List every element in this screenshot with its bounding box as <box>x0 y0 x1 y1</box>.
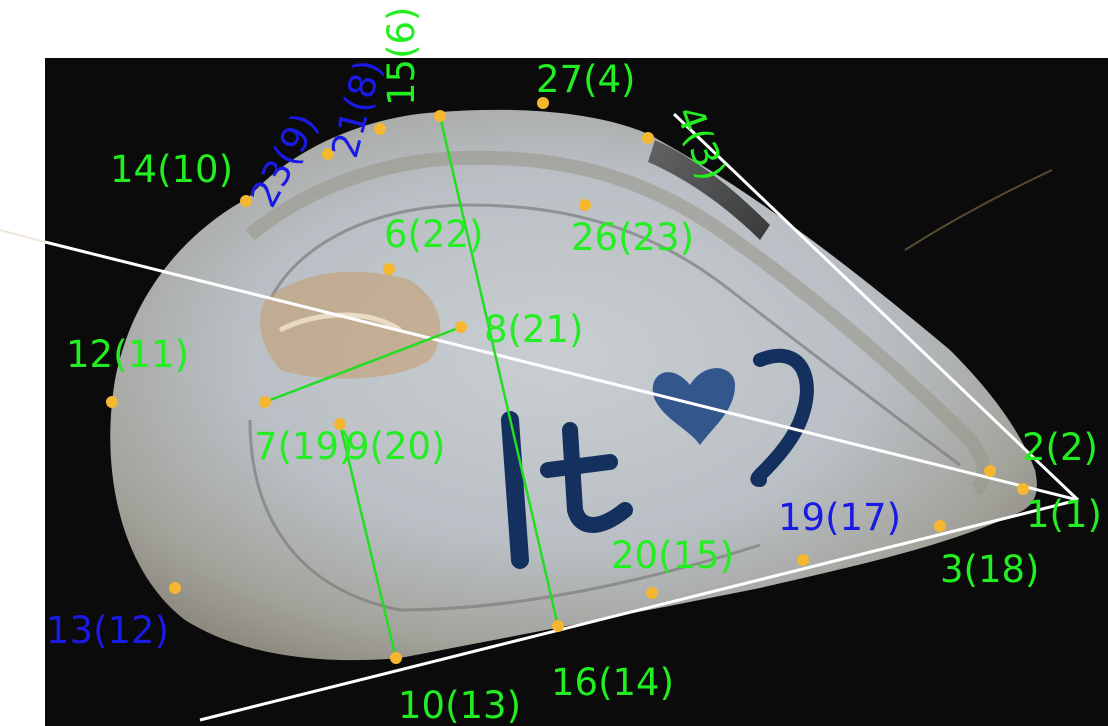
landmark-label-3: 3(18) <box>940 548 1040 591</box>
landmark-dot-6 <box>383 263 395 275</box>
reference-lines <box>44 112 1080 722</box>
landmark-label-20: 20(15) <box>611 534 734 577</box>
landmark-label-27: 27(4) <box>536 58 636 101</box>
mussel-shell <box>110 109 1037 661</box>
landmark-dot-9 <box>334 418 346 430</box>
landmark-label-14: 14(10) <box>110 148 233 191</box>
landmark-label-7: 7(19) <box>254 425 354 468</box>
landmark-label-12: 12(11) <box>66 333 189 376</box>
landmark-label-10: 10(13) <box>398 684 521 726</box>
landmark-dot-4 <box>642 132 654 144</box>
landmark-dot-16 <box>552 620 564 632</box>
reference-line-axis <box>44 240 1079 502</box>
landmark-label-13: 13(12) <box>46 609 169 652</box>
landmark-label-16: 16(14) <box>551 661 674 704</box>
landmark-label-8: 8(21) <box>484 308 584 351</box>
landmark-dot-1 <box>1017 483 1029 495</box>
landmark-dot-8 <box>455 321 467 333</box>
hinge-ligament <box>648 140 770 240</box>
landmark-dot-19 <box>797 554 809 566</box>
ink-mark-letter <box>540 422 633 533</box>
ink-mark-heart <box>652 368 735 445</box>
landmark-dot-7 <box>259 396 271 408</box>
landmark-label-26: 26(23) <box>571 216 694 259</box>
landmark-dot-26 <box>579 199 591 211</box>
ink-mark-digit <box>501 411 529 569</box>
reference-line-ventral-tangent <box>199 498 1079 722</box>
measurement-lines <box>264 115 560 659</box>
landmark-dot-14 <box>240 195 252 207</box>
measure-line-15-16 <box>438 115 560 627</box>
landmark-dot-3 <box>934 520 946 532</box>
inner-pallial-line <box>248 203 961 612</box>
landmark-dot-12 <box>106 396 118 408</box>
landmark-dot-15 <box>434 110 446 122</box>
reference-line-axis-faint <box>0 229 46 243</box>
landmark-label-6: 6(22) <box>384 213 484 256</box>
landmark-label-15: 15(6) <box>380 7 423 107</box>
shell-rim-band <box>245 150 991 496</box>
measure-line-7-8 <box>264 325 462 404</box>
landmark-dot-2 <box>984 465 996 477</box>
stray-fibre <box>904 169 1053 251</box>
landmark-dot-21 <box>374 123 386 135</box>
reference-line-hinge-tangent <box>672 112 1080 502</box>
landmark-dot-23 <box>322 148 334 160</box>
landmark-label-2: 2(2) <box>1022 426 1098 469</box>
measure-line-9-10 <box>338 423 398 659</box>
landmark-label-1: 1(1) <box>1026 493 1102 536</box>
landmark-dot-13 <box>169 582 181 594</box>
landmark-labels: 1(1) 2(2) 3(18) 4(3) 6(22) 7(19) 8(21) 9… <box>46 7 1102 726</box>
landmark-dot-20 <box>646 587 658 599</box>
tissue-highlight <box>278 312 402 333</box>
landmark-dot-10 <box>390 652 402 664</box>
landmark-label-9: 9(20) <box>346 425 446 468</box>
landmark-label-19: 19(17) <box>778 496 901 539</box>
landmark-dots <box>106 97 1029 664</box>
landmark-dot-27 <box>537 97 549 109</box>
